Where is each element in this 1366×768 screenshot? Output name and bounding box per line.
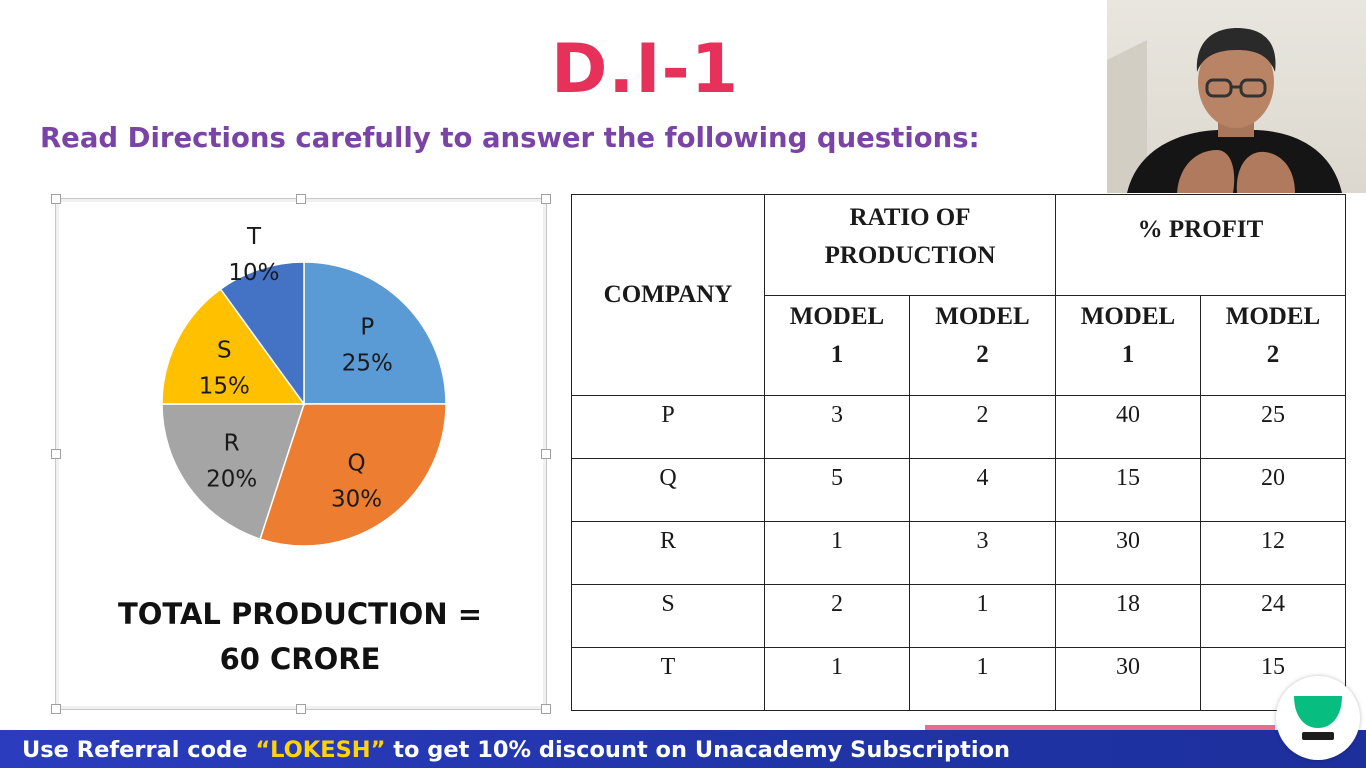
promo-text: Use Referral code “LOKESH” to get 10% di…	[22, 734, 1010, 766]
cell-ratio-model-1: 1	[764, 647, 910, 711]
presenter-webcam	[1107, 0, 1366, 193]
cell-ratio-model-2: 2	[909, 395, 1056, 459]
cell-ratio-model-1: 5	[764, 458, 910, 522]
resize-handle-middle-right[interactable]	[541, 449, 551, 459]
resize-handle-top-right[interactable]	[541, 194, 551, 204]
page-title: D.I-1	[550, 30, 740, 109]
cell-profit-model-1: 15	[1055, 458, 1201, 522]
table-row: Q 5 4 15 20	[571, 458, 1346, 522]
cell-ratio-model-1: 3	[764, 395, 910, 459]
cell-profit-model-1: 30	[1055, 647, 1201, 711]
pie-slice-r	[161, 403, 306, 540]
header-ratio-line-1: RATIO OF	[849, 204, 971, 231]
header-percent-profit: % PROFIT	[1055, 194, 1346, 296]
model-label: MODEL	[1225, 303, 1321, 330]
header-profit-model-2: MODEL 2	[1200, 295, 1346, 396]
slice-label-q: Q	[348, 450, 366, 476]
caption-line-1: TOTAL PRODUCTION =	[117, 597, 482, 631]
production-table: COMPANY RATIO OF PRODUCTION % PROFIT MOD…	[571, 194, 1346, 711]
table-row: R 1 3 30 12	[571, 521, 1346, 585]
slice-label-s: S	[217, 337, 232, 363]
resize-handle-top-middle[interactable]	[296, 194, 306, 204]
cell-profit-model-1: 40	[1055, 395, 1201, 459]
cell-company: Q	[571, 458, 765, 522]
pie-slice-q	[259, 403, 447, 547]
cell-ratio-model-2: 4	[909, 458, 1056, 522]
resize-handle-middle-left[interactable]	[51, 449, 61, 459]
cell-ratio-model-2: 1	[909, 647, 1056, 711]
promo-code: “LOKESH”	[255, 737, 386, 763]
pie-chart: P 25% Q 30% R 20% S 15% T 10%	[161, 224, 447, 547]
header-company: COMPANY	[571, 194, 765, 396]
cell-profit-model-2: 24	[1200, 584, 1346, 648]
total-production-caption: TOTAL PRODUCTION = 60 CRORE	[55, 592, 545, 682]
unacademy-logo	[1276, 676, 1360, 760]
cell-ratio-model-2: 3	[909, 521, 1056, 585]
slice-value-p: 25%	[342, 351, 393, 377]
slice-value-r: 20%	[206, 467, 257, 493]
cell-profit-model-1: 18	[1055, 584, 1201, 648]
pie-slice-p	[303, 261, 447, 405]
model-number: 1	[1121, 341, 1135, 368]
header-profit-label: % PROFIT	[1137, 216, 1264, 243]
resize-handle-top-left[interactable]	[51, 194, 61, 204]
cell-profit-model-1: 30	[1055, 521, 1201, 585]
model-label: MODEL	[1080, 303, 1176, 330]
presenter-silhouette	[1107, 28, 1342, 193]
slice-value-s: 15%	[199, 373, 250, 399]
cell-ratio-model-2: 1	[909, 584, 1056, 648]
cell-company: T	[571, 647, 765, 711]
slice-label-p: P	[360, 315, 374, 341]
directions-text: Read Directions carefully to answer the …	[40, 122, 980, 154]
cell-company: R	[571, 521, 765, 585]
header-ratio-line-2: PRODUCTION	[824, 242, 996, 269]
resize-handle-bottom-right[interactable]	[541, 704, 551, 714]
resize-handle-bottom-left[interactable]	[51, 704, 61, 714]
cell-company: S	[571, 584, 765, 648]
header-ratio-model-2: MODEL 2	[909, 295, 1056, 396]
model-label: MODEL	[935, 303, 1030, 330]
cell-profit-model-2: 20	[1200, 458, 1346, 522]
cell-ratio-model-1: 1	[764, 521, 910, 585]
slice-value-q: 30%	[331, 486, 382, 512]
table-row: S 2 1 18 24	[571, 584, 1346, 648]
promo-bar	[0, 730, 1366, 768]
table-row: T 1 1 30 15	[571, 647, 1346, 711]
model-label: MODEL	[789, 303, 885, 330]
promo-prefix: Use Referral code	[22, 737, 256, 763]
slice-label-r: R	[224, 431, 240, 457]
resize-handle-bottom-middle[interactable]	[296, 704, 306, 714]
slice-value-t: 10%	[228, 260, 279, 286]
pie-slice-t	[219, 261, 305, 407]
header-ratio-of-production: RATIO OF PRODUCTION	[764, 194, 1056, 296]
caption-line-2: 60 CRORE	[219, 642, 381, 676]
model-number: 2	[976, 341, 989, 368]
unacademy-logo-icon	[1294, 696, 1342, 740]
cell-profit-model-2: 25	[1200, 395, 1346, 459]
header-profit-model-1: MODEL 1	[1055, 295, 1201, 396]
cell-company: P	[571, 395, 765, 459]
header-company-label: COMPANY	[603, 281, 733, 308]
promo-suffix: to get 10% discount on Unacademy Subscri…	[385, 737, 1011, 763]
cell-profit-model-2: 12	[1200, 521, 1346, 585]
table-row: P 3 2 40 25	[571, 395, 1346, 459]
model-number: 2	[1266, 341, 1280, 368]
pie-slice-s	[161, 288, 306, 405]
promo-accent-strip	[925, 725, 1275, 731]
cell-ratio-model-1: 2	[764, 584, 910, 648]
header-ratio-model-1: MODEL 1	[764, 295, 910, 396]
model-number: 1	[830, 341, 844, 368]
slice-label-t: T	[246, 224, 262, 250]
